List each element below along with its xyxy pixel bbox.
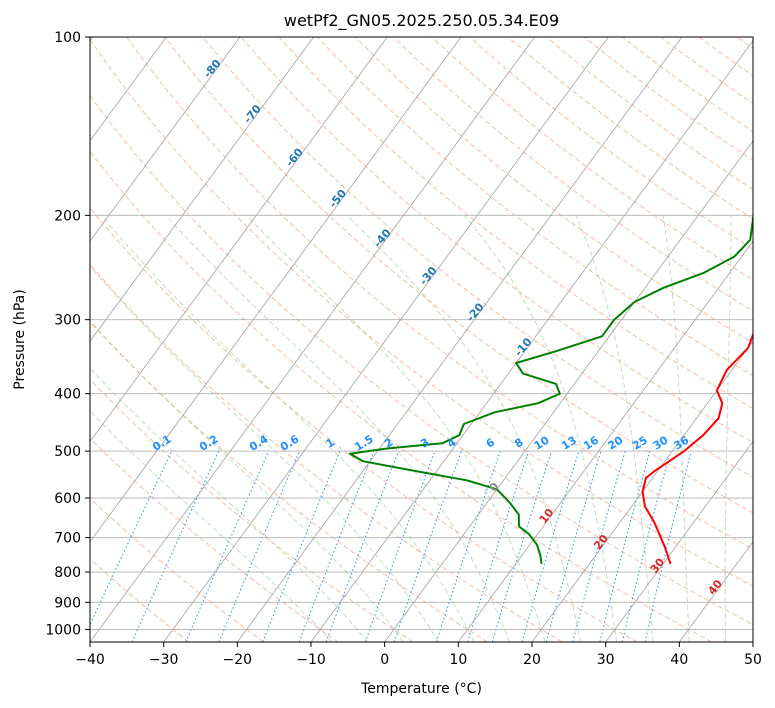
dewpoint-profile xyxy=(349,212,753,565)
y-tick-label: 200 xyxy=(54,208,81,224)
mixing-ratio-line xyxy=(325,450,400,642)
dry-adiabat-label: -20 xyxy=(464,300,487,324)
mixing-ratio-line xyxy=(90,450,173,626)
mixing-ratio-line xyxy=(298,450,375,642)
y-tick-label: 600 xyxy=(54,491,81,507)
dry-adiabat-label: -50 xyxy=(326,187,349,211)
mixing-ratio-line xyxy=(621,450,671,642)
x-tick-label: 30 xyxy=(597,652,615,668)
skewed-isotherms xyxy=(90,37,753,642)
chart-title: wetPf2_GN05.2025.250.05.34.E09 xyxy=(284,11,559,31)
y-tick-label: 300 xyxy=(54,313,81,329)
moist-adiabat-label: 10 xyxy=(537,506,557,526)
mixing-ratio-line xyxy=(599,450,651,642)
moist-adiabat-label: 30 xyxy=(648,555,668,575)
mixing-ratio-line xyxy=(131,450,220,642)
y-tick-label: 900 xyxy=(54,595,81,611)
mixing-ratio-label: 36 xyxy=(671,433,691,452)
dry-adiabat-label: -60 xyxy=(283,145,306,169)
dry-adiabat-label: -30 xyxy=(417,264,440,288)
mixing-ratio-label: 4 xyxy=(445,435,459,450)
mixing-ratio-line xyxy=(435,450,501,642)
y-tick-label: 800 xyxy=(54,565,81,581)
dry-adiabat-label: -10 xyxy=(512,335,535,359)
x-axis-title: Temperature (°C) xyxy=(360,681,482,697)
mixing-ratio-label: 3 xyxy=(418,436,431,451)
grid xyxy=(90,37,753,630)
x-tick-label: 50 xyxy=(744,652,762,668)
x-tick-label: 10 xyxy=(449,652,467,668)
x-tick-label: −30 xyxy=(149,652,179,668)
mixing-ratio-line xyxy=(185,450,270,642)
y-tick-label: 500 xyxy=(54,444,81,460)
dry-adiabat-label: -80 xyxy=(201,57,224,81)
mixing-ratio-line xyxy=(644,450,692,642)
mixing-ratio-label: 20 xyxy=(605,433,625,452)
mixing-ratio-label: 0.4 xyxy=(247,432,271,454)
mixing-ratio-line xyxy=(262,450,341,642)
y-tick-label: 100 xyxy=(54,30,81,46)
mixing-ratio-label: 0.6 xyxy=(278,432,302,454)
moist-adiabats xyxy=(90,214,732,642)
mixing-ratio-line xyxy=(467,450,530,642)
x-tick-label: −10 xyxy=(296,652,326,668)
mixing-ratio-line xyxy=(364,450,436,642)
mixing-ratio-label: 10 xyxy=(532,433,552,452)
y-tick-label: 400 xyxy=(54,387,81,403)
dry-adiabat-label: -90 xyxy=(163,9,186,33)
plot-frame xyxy=(89,36,754,643)
x-tick-label: −20 xyxy=(223,652,253,668)
moist-adiabat-label: 40 xyxy=(705,577,725,597)
x-axis: −40 −30 −20 −10 0 10 20 30 40 50 xyxy=(75,642,762,668)
mixing-ratio-line xyxy=(545,450,602,642)
mixing-ratio-label: 0.2 xyxy=(197,432,220,453)
dry-adiabats xyxy=(90,37,753,642)
mixing-ratio-line xyxy=(491,450,553,642)
y-axis-title: Pressure (hPa) xyxy=(12,289,28,389)
y-axis: 100 200 300 400 500 600 700 800 900 1000 xyxy=(45,30,90,638)
mixing-ratio-label: 13 xyxy=(559,434,579,453)
mixing-ratio-line xyxy=(393,450,462,642)
temperature-profile xyxy=(641,331,753,565)
mixing-ratio-line xyxy=(521,450,580,642)
mixing-ratio-line xyxy=(218,450,300,642)
mixing-ratio-label: 0.1 xyxy=(150,432,173,453)
mixing-ratio-label: 30 xyxy=(651,433,671,452)
x-tick-label: 20 xyxy=(523,652,541,668)
x-tick-label: 40 xyxy=(670,652,688,668)
y-tick-label: 700 xyxy=(54,531,81,547)
mixing-ratio-line xyxy=(572,450,626,642)
dry-adiabat-label: -70 xyxy=(241,102,264,126)
dry-adiabat-label: -40 xyxy=(371,226,394,250)
x-tick-label: 0 xyxy=(380,652,389,668)
x-tick-label: −40 xyxy=(75,652,105,668)
sounding-profiles xyxy=(349,212,753,565)
mixing-ratio-label: 6 xyxy=(484,435,498,450)
y-tick-label: 1000 xyxy=(45,622,81,638)
